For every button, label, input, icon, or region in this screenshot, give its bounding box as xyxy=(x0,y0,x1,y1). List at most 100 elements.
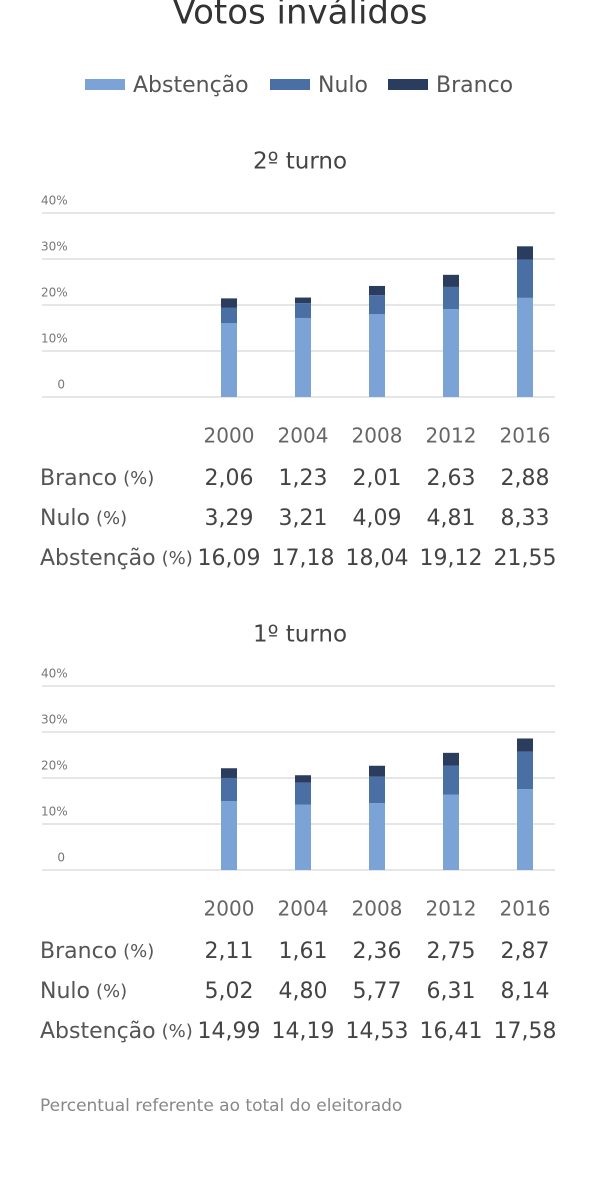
value-label: 2,06 xyxy=(205,466,254,491)
row-label: Nulo (%) xyxy=(40,979,127,1004)
value-label: 2,01 xyxy=(353,466,402,491)
value-label: 2,63 xyxy=(427,466,476,491)
value-label: 17,18 xyxy=(272,546,335,571)
bar-segment xyxy=(369,776,385,804)
value-label: 5,02 xyxy=(205,979,254,1004)
value-label: 1,23 xyxy=(279,466,328,491)
chart-title: 1º turno xyxy=(253,622,347,648)
bar-segment xyxy=(443,309,459,397)
bar-segment xyxy=(443,286,459,310)
year-label: 2000 xyxy=(204,424,255,448)
legend-label: Abstenção xyxy=(133,73,249,98)
value-label: 2,11 xyxy=(205,939,254,964)
legend-label: Branco xyxy=(436,73,513,98)
value-label: 2,87 xyxy=(501,939,550,964)
bar-segment xyxy=(517,789,533,870)
bar-segment xyxy=(221,298,237,308)
legend-swatch xyxy=(388,79,428,90)
y-tick-label: 40% xyxy=(41,667,68,681)
y-tick-label: 10% xyxy=(41,805,68,819)
year-label: 2012 xyxy=(426,897,477,921)
value-label: 6,31 xyxy=(427,979,476,1004)
row-unit: (%) xyxy=(162,1021,193,1042)
bar-segment xyxy=(295,782,311,805)
row-unit: (%) xyxy=(96,508,127,529)
bar-segment xyxy=(369,765,385,777)
year-label: 2008 xyxy=(352,424,403,448)
value-label: 1,61 xyxy=(279,939,328,964)
row-unit: (%) xyxy=(96,981,127,1002)
value-label: 4,80 xyxy=(279,979,328,1004)
bar-segment xyxy=(517,259,533,298)
value-label: 17,58 xyxy=(494,1019,557,1044)
y-tick-label: 30% xyxy=(41,240,68,254)
bar-segment xyxy=(295,303,311,318)
value-label: 5,77 xyxy=(353,979,402,1004)
bar-segment xyxy=(369,803,385,870)
row-label: Branco (%) xyxy=(40,466,154,491)
y-tick-label: 0 xyxy=(57,851,65,865)
bar-segment xyxy=(369,295,385,315)
value-label: 14,99 xyxy=(198,1019,261,1044)
legend-swatch xyxy=(85,79,125,90)
bar-segment xyxy=(295,804,311,870)
bar-segment xyxy=(517,738,533,752)
y-tick-label: 0 xyxy=(57,378,65,392)
y-tick-label: 30% xyxy=(41,713,68,727)
value-label: 14,53 xyxy=(346,1019,409,1044)
chart-title: 2º turno xyxy=(253,149,347,175)
row-name: Nulo xyxy=(40,979,90,1004)
row-label: Branco (%) xyxy=(40,939,154,964)
year-label: 2016 xyxy=(500,897,551,921)
bar-segment xyxy=(443,794,459,870)
row-name: Abstenção xyxy=(40,1019,156,1044)
bar-segment xyxy=(517,246,533,260)
legend-swatch xyxy=(270,79,310,90)
row-name: Branco xyxy=(40,466,117,491)
y-tick-label: 20% xyxy=(41,759,68,773)
row-unit: (%) xyxy=(162,548,193,569)
bar-segment xyxy=(517,297,533,397)
year-label: 2012 xyxy=(426,424,477,448)
value-label: 21,55 xyxy=(494,546,557,571)
row-name: Abstenção xyxy=(40,546,156,571)
bar-segment xyxy=(443,274,459,287)
bar-segment xyxy=(517,751,533,790)
row-label: Nulo (%) xyxy=(40,506,127,531)
bar-segment xyxy=(221,777,237,802)
row-label: Abstenção (%) xyxy=(40,1019,193,1044)
row-name: Nulo xyxy=(40,506,90,531)
row-unit: (%) xyxy=(123,468,154,489)
title: Votos inválidos xyxy=(172,0,427,33)
bar-segment xyxy=(221,307,237,323)
value-label: 2,75 xyxy=(427,939,476,964)
value-label: 16,09 xyxy=(198,546,261,571)
value-label: 14,19 xyxy=(272,1019,335,1044)
bar-segment xyxy=(443,765,459,795)
year-label: 2016 xyxy=(500,424,551,448)
y-tick-label: 20% xyxy=(41,286,68,300)
bar-segment xyxy=(369,314,385,397)
row-unit: (%) xyxy=(123,941,154,962)
note: Percentual referente ao total do eleitor… xyxy=(40,1096,402,1116)
bar-segment xyxy=(295,297,311,304)
value-label: 3,21 xyxy=(279,506,328,531)
bar-segment xyxy=(295,775,311,783)
year-label: 2004 xyxy=(278,424,329,448)
bar-segment xyxy=(221,768,237,778)
value-label: 4,81 xyxy=(427,506,476,531)
bar-segment xyxy=(295,317,311,397)
legend-label: Nulo xyxy=(318,73,368,98)
bar-segment xyxy=(221,322,237,397)
row-label: Abstenção (%) xyxy=(40,546,193,571)
value-label: 16,41 xyxy=(420,1019,483,1044)
value-label: 8,14 xyxy=(501,979,550,1004)
bar-segment xyxy=(369,285,385,296)
row-name: Branco xyxy=(40,939,117,964)
value-label: 3,29 xyxy=(205,506,254,531)
year-label: 2004 xyxy=(278,897,329,921)
y-tick-label: 40% xyxy=(41,194,68,208)
value-label: 19,12 xyxy=(420,546,483,571)
